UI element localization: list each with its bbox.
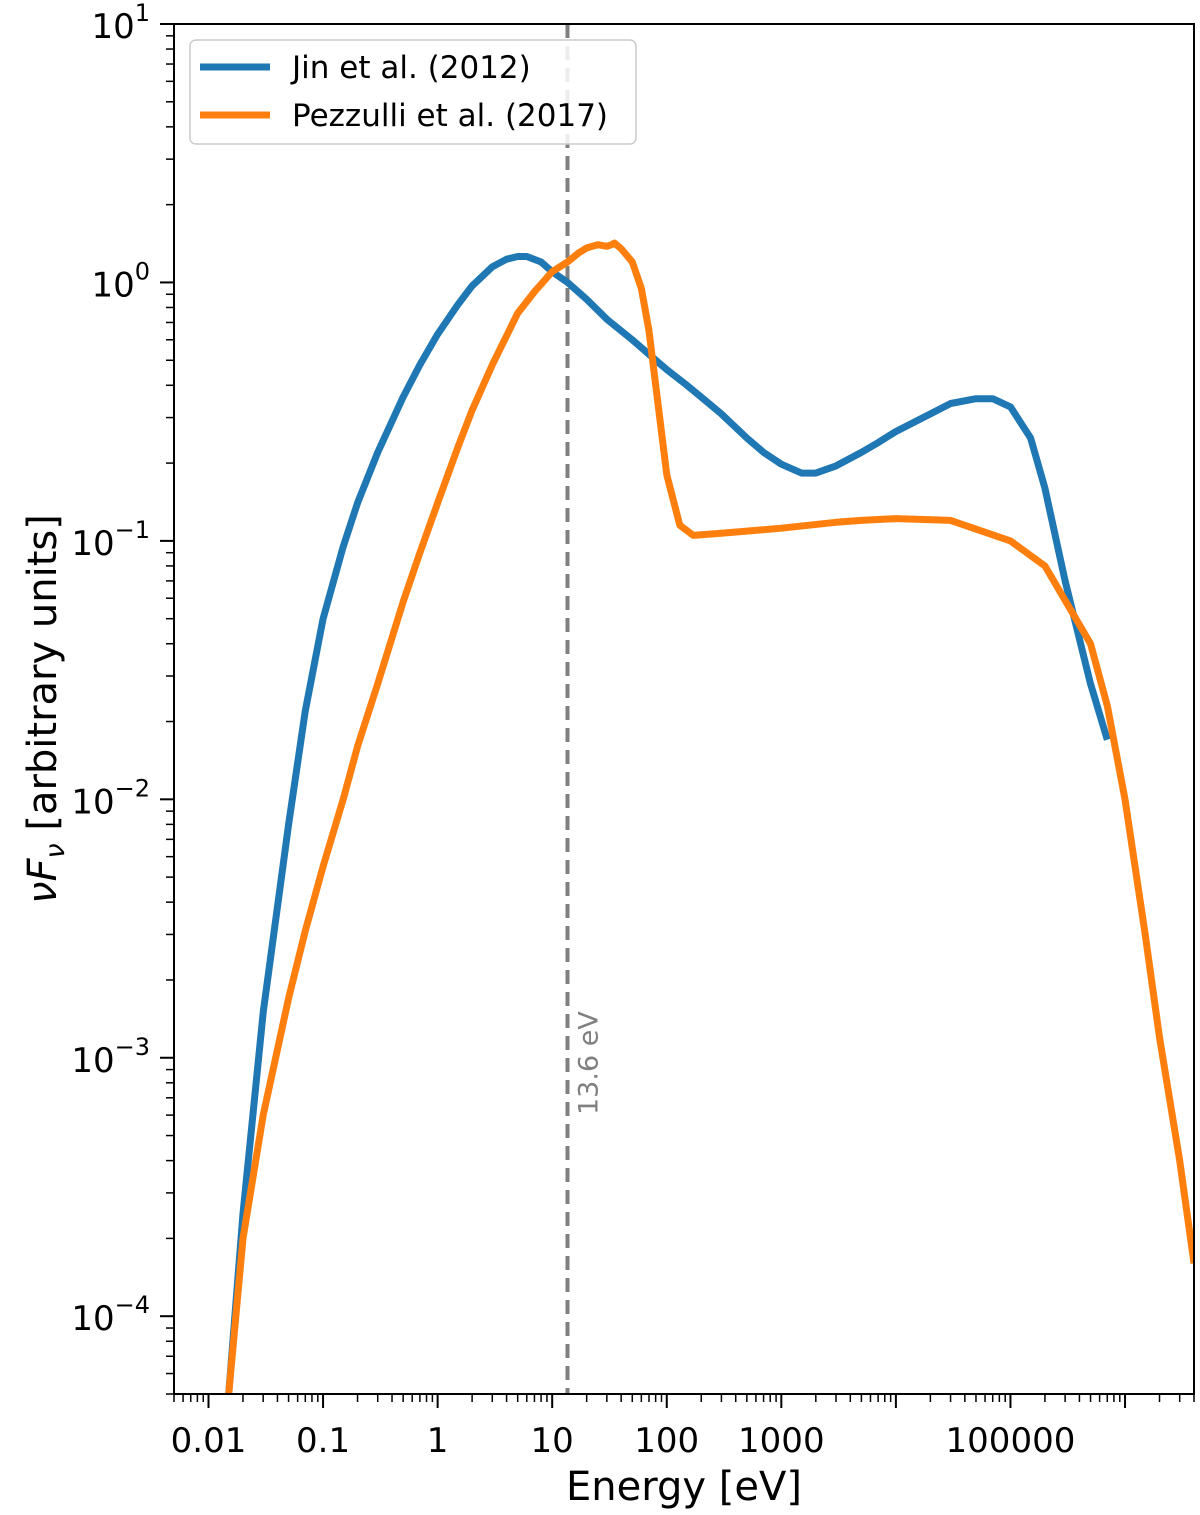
legend-label-pezzulli: Pezzulli et al. (2017): [292, 98, 608, 134]
x-tick-label: 100: [634, 1421, 699, 1461]
ionization-line-label: 13.6 eV: [573, 1011, 604, 1115]
x-axis-title: Energy [eV]: [566, 1464, 802, 1510]
x-tick-label: 1: [427, 1421, 449, 1461]
y-tick-label: 100: [91, 257, 150, 305]
series-line-0: [225, 253, 1111, 1394]
y-tick-label: 101: [91, 0, 150, 47]
y-tick-label: 10−3: [71, 1033, 150, 1081]
x-tick-label: 0.01: [171, 1421, 247, 1461]
legend: Jin et al. (2012) Pezzulli et al. (2017): [189, 39, 637, 145]
x-tick-label: 1000: [738, 1421, 825, 1461]
legend-box: [189, 39, 637, 145]
x-tick-label: 10: [531, 1421, 574, 1461]
series-layer: [225, 239, 1194, 1394]
axis-ticks: [160, 23, 1195, 1408]
x-tick-label: 0.1: [296, 1421, 350, 1461]
plot-frame: [173, 23, 1195, 1395]
y-axis-title: νFν [arbitrary units]: [20, 514, 71, 904]
y-tick-label: 10−4: [71, 1291, 150, 1339]
legend-label-jin: Jin et al. (2012): [290, 50, 531, 86]
series-line-1: [225, 239, 1194, 1394]
y-tick-label: 10−1: [71, 516, 150, 564]
y-tick-label: 10−2: [71, 774, 150, 822]
x-tick-label: 100000: [946, 1421, 1076, 1461]
axis-tick-labels: 0.01 0.1 1 10 100 1000 100000 10−4 10−3 10−2 10−1 1…: [71, 0, 1075, 1461]
